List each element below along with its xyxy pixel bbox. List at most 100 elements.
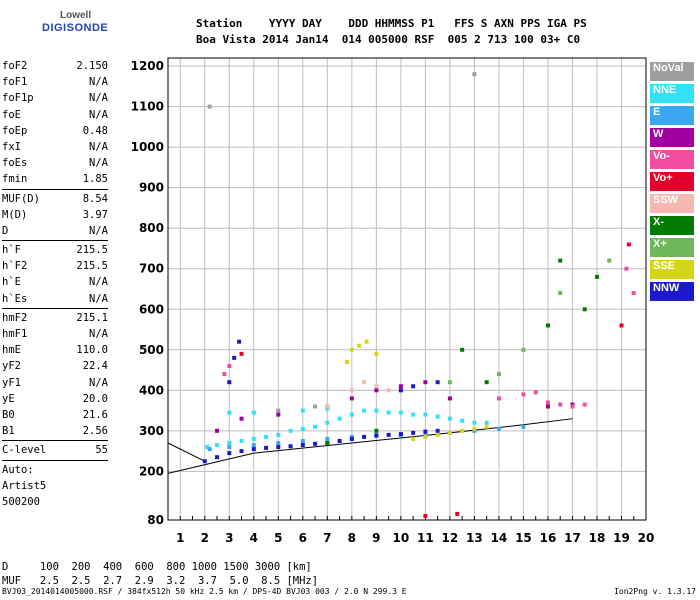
data-point [386, 410, 391, 415]
data-point [232, 355, 237, 360]
legend-item-x-: X+ [650, 238, 694, 257]
legend-item-nnw: NNW [650, 282, 694, 301]
data-point [435, 414, 440, 419]
data-point [558, 291, 563, 296]
param-row: B1 2.56 [2, 423, 108, 439]
data-point [411, 384, 416, 389]
data-point [484, 420, 489, 425]
param-row: h`E N/A [2, 274, 108, 290]
data-point [455, 511, 460, 516]
muf-table: D 100 200 400 600 800 1000 1500 3000 [km… [2, 560, 318, 588]
x-tick-label: 14 [491, 531, 508, 545]
data-point [227, 380, 232, 385]
file-info: BVJ03_2014014005000.RSF / 384fx512h 50 k… [2, 587, 407, 596]
data-point [288, 428, 293, 433]
data-point [447, 430, 452, 435]
data-point [239, 416, 244, 421]
data-point [423, 434, 428, 439]
param-name: B0 [2, 408, 15, 421]
x-tick-label: 6 [299, 531, 307, 545]
legend-item-nne: NNE [650, 84, 694, 103]
x-tick-label: 17 [564, 531, 581, 545]
param-value: 215.5 [76, 244, 108, 257]
param-value: 22.4 [82, 360, 108, 373]
data-point [349, 434, 354, 439]
y-tick-label: 500 [139, 343, 164, 357]
legend-item-w: W [650, 128, 694, 147]
data-point [276, 441, 281, 445]
data-point [300, 443, 305, 448]
header-values: Boa Vista 2014 Jan14 014 005000 RSF 005 … [196, 33, 581, 46]
data-point [362, 380, 367, 385]
data-point [215, 428, 220, 433]
param-name: hmF2 [2, 311, 28, 324]
data-point [374, 388, 379, 393]
data-point [227, 410, 232, 415]
param-value: N/A [89, 108, 108, 121]
data-point [423, 412, 428, 417]
param-row: hmE 110.0 [2, 342, 108, 358]
param-value: 21.6 [82, 408, 108, 421]
data-point [227, 445, 232, 450]
data-point [325, 404, 330, 409]
param-value: 215.5 [76, 260, 108, 273]
x-tick-label: 11 [417, 531, 434, 545]
data-point [472, 426, 477, 431]
data-point [619, 323, 624, 328]
param-value: N/A [89, 157, 108, 170]
data-point [398, 410, 403, 415]
data-point [423, 432, 428, 437]
param-name: B1 [2, 425, 15, 438]
param-name: foEp [2, 124, 28, 137]
param-name: M(D) [2, 208, 28, 221]
param-row: yF2 22.4 [2, 358, 108, 374]
y-tick-label: 200 [139, 464, 164, 478]
data-point [558, 258, 563, 263]
x-tick-label: 3 [225, 531, 233, 545]
param-name: foF1 [2, 76, 28, 89]
data-point [472, 72, 477, 77]
data-point [364, 339, 369, 344]
muf-distance-row: D 100 200 400 600 800 1000 1500 3000 [km… [2, 561, 312, 573]
data-point [222, 372, 227, 377]
trace-fit-line [167, 442, 205, 462]
data-point [337, 416, 342, 421]
data-point [374, 433, 379, 438]
data-point [435, 432, 440, 437]
data-point [411, 436, 416, 441]
x-tick-label: 2 [201, 531, 209, 545]
param-name: h`E [2, 276, 21, 289]
data-point [349, 396, 354, 401]
param-value: 215.1 [76, 311, 108, 324]
data-point [276, 432, 281, 437]
param-row: 500200 [2, 494, 108, 510]
param-value: N/A [89, 224, 108, 237]
y-tick-label: 300 [139, 424, 164, 438]
data-point [594, 274, 599, 279]
data-point [325, 406, 330, 411]
data-point [264, 434, 269, 439]
x-tick-label: 19 [613, 531, 630, 545]
y-tick-label: 1200 [131, 59, 164, 73]
param-row: foEp 0.48 [2, 123, 108, 139]
data-point [484, 380, 489, 385]
param-name: C-level [2, 444, 47, 457]
data-point [435, 380, 440, 385]
param-name: h`Es [2, 292, 28, 305]
data-point [423, 429, 428, 434]
header-labels: Station YYYY DAY DDD HHMMSS P1 FFS S AXN… [196, 17, 587, 30]
param-row: Auto: [2, 462, 108, 478]
data-point [582, 307, 587, 312]
data-point [411, 430, 416, 435]
x-tick-label: 15 [515, 531, 532, 545]
param-separator [2, 459, 108, 461]
legend-item-ssw: SSW [650, 194, 694, 213]
y-tick-label: 600 [139, 302, 164, 316]
data-point [276, 410, 281, 415]
y-tick-label: 1000 [131, 140, 164, 154]
x-tick-label: 12 [442, 531, 459, 545]
data-point [207, 447, 212, 452]
data-point [202, 459, 207, 464]
plot-frame [167, 57, 647, 521]
data-point [300, 408, 305, 413]
